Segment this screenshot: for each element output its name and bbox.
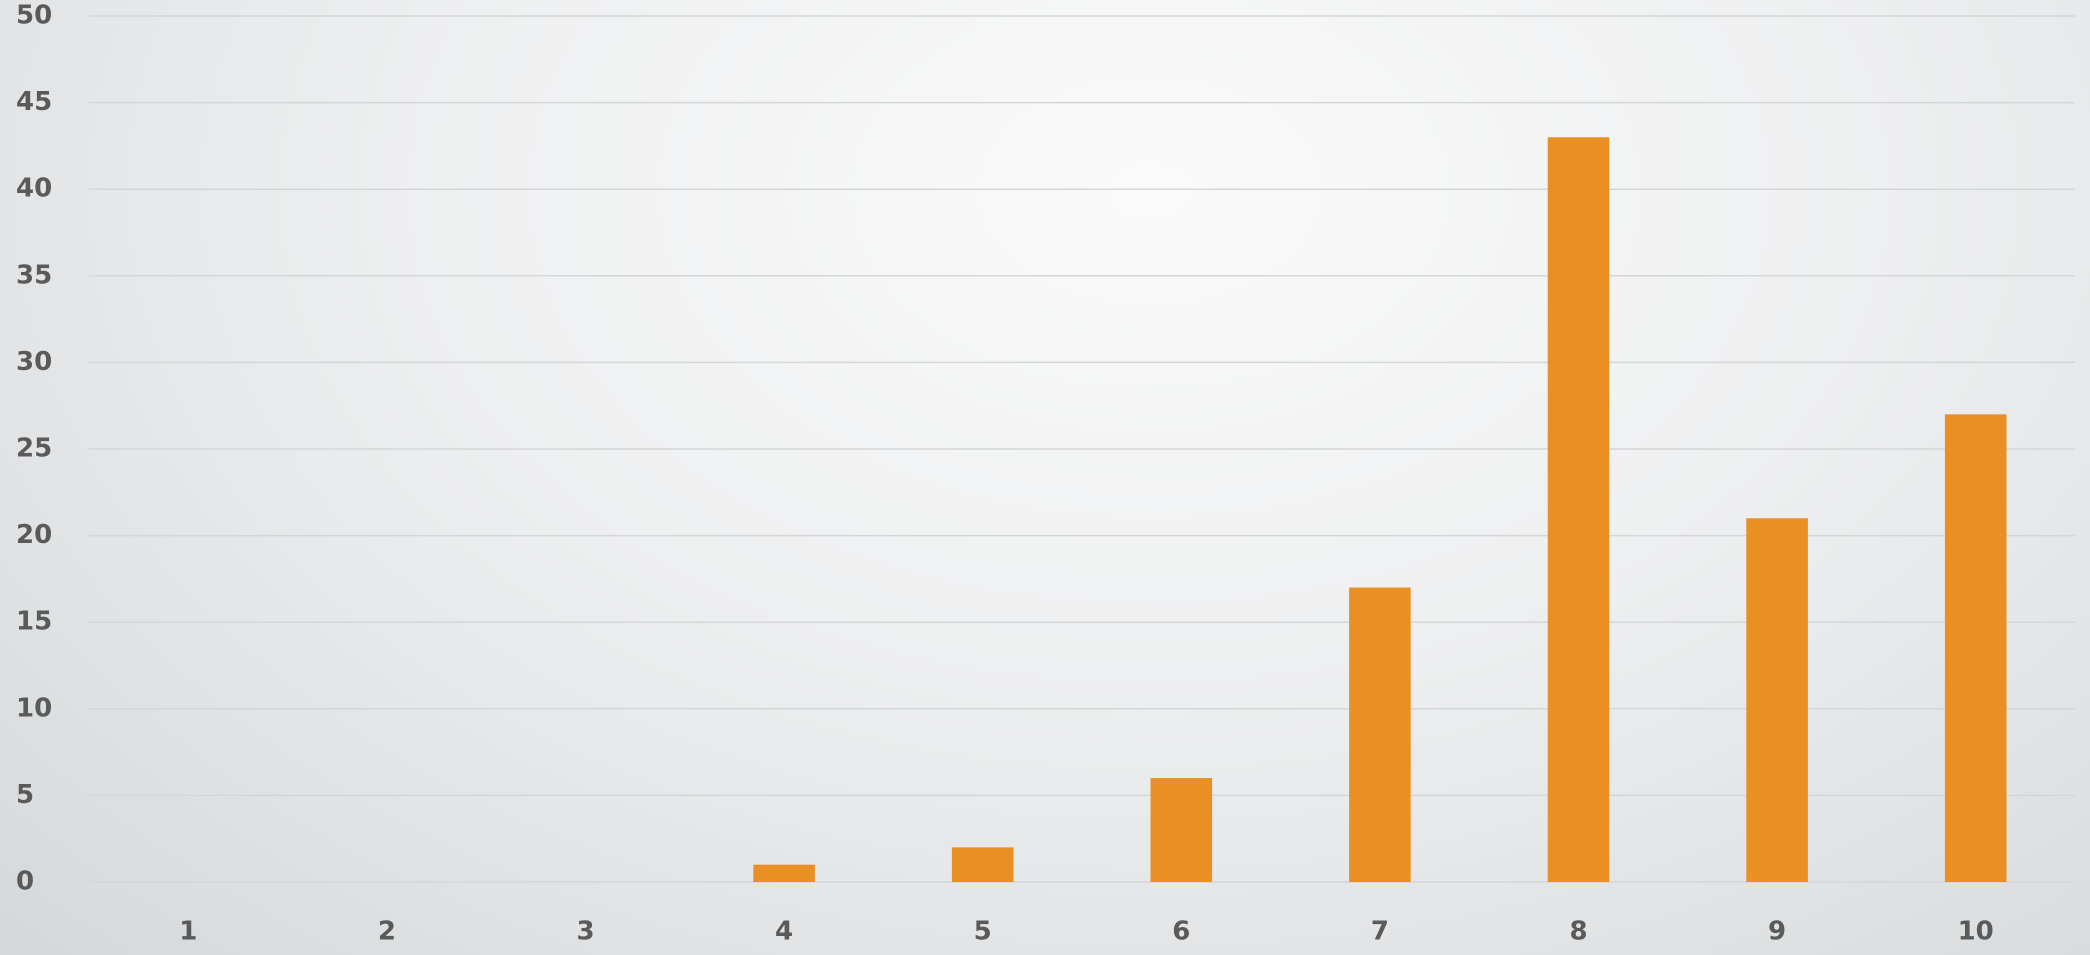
x-tick-label: 6 (1172, 917, 1190, 947)
bar (1150, 778, 1213, 882)
y-tick-label: 25 (16, 434, 52, 464)
x-tick-label: 10 (1958, 917, 1994, 947)
x-tick-label: 5 (974, 917, 992, 947)
x-tick-label: 9 (1768, 917, 1786, 947)
x-tick-label: 3 (576, 917, 594, 947)
x-tick-label: 4 (775, 917, 793, 947)
y-tick-label: 30 (16, 347, 52, 377)
x-tick-label: 1 (179, 917, 197, 947)
y-tick-label: 5 (16, 780, 34, 810)
y-tick-label: 20 (16, 520, 52, 550)
bar (1746, 518, 1808, 882)
x-tick-label: 2 (378, 917, 396, 947)
bar (951, 847, 1014, 882)
y-tick-label: 10 (16, 693, 52, 723)
bar (753, 864, 815, 882)
bar (1944, 414, 2007, 882)
y-tick-label: 45 (16, 87, 52, 117)
y-tick-label: 35 (16, 260, 52, 290)
y-tick-label: 0 (16, 867, 34, 897)
bar (1349, 587, 1411, 882)
y-tick-label: 15 (16, 607, 52, 637)
x-tick-label: 7 (1371, 917, 1389, 947)
y-tick-label: 50 (16, 1, 52, 31)
x-tick-label: 8 (1569, 917, 1587, 947)
y-tick-label: 40 (16, 174, 52, 204)
bar (1547, 137, 1610, 883)
